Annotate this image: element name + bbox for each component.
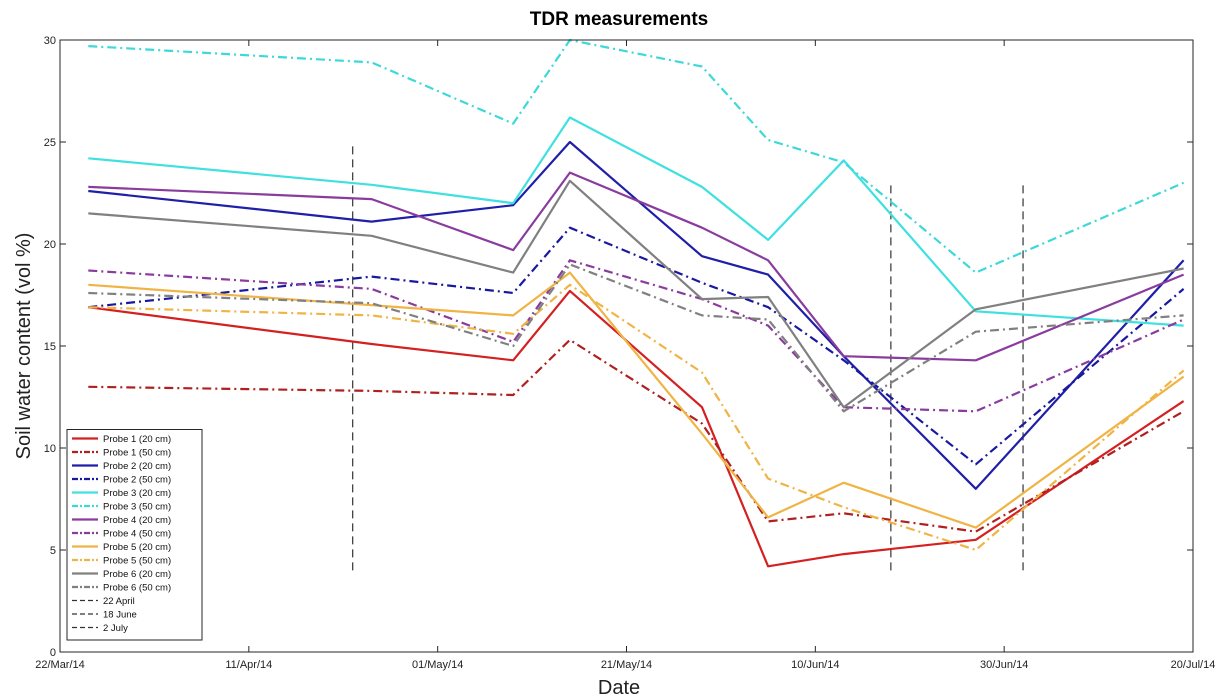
x-axis-label: Date <box>598 677 640 699</box>
series-line <box>88 171 1185 362</box>
legend-label: 18 June <box>103 610 137 621</box>
y-tick-label: 25 <box>44 137 56 149</box>
x-tick-label: 21/May/14 <box>601 659 652 671</box>
legend-label: Probe 3 (50 cm) <box>103 502 171 513</box>
series-line <box>88 116 1184 327</box>
x-tick-label: 30/Jun/14 <box>980 659 1028 671</box>
y-tick-label: 30 <box>44 35 56 47</box>
legend: Probe 1 (20 cm) Probe 1 (50 cm) Probe 2 (2… <box>66 429 203 641</box>
x-tick-label: 10/Jun/14 <box>791 659 839 671</box>
y-axis: 0 5 10 15 20 25 30 <box>44 35 1193 659</box>
y-tick-label: 5 <box>50 545 56 557</box>
y-tick-label: 0 <box>50 647 56 659</box>
series-line <box>88 263 1184 413</box>
x-tick-label: 20/Jul/14 <box>1171 659 1216 671</box>
x-tick-label: 22/Mar/14 <box>35 659 85 671</box>
legend-label: Probe 3 (20 cm) <box>103 488 171 499</box>
event-markers <box>352 142 1024 571</box>
legend-label: Probe 1 (50 cm) <box>103 448 171 459</box>
legend-label: Probe 6 (50 cm) <box>103 583 171 594</box>
plot-background <box>60 40 1193 652</box>
legend-label: 2 July <box>103 623 128 634</box>
legend-label: Probe 2 (50 cm) <box>103 475 171 486</box>
series-line <box>88 338 1185 533</box>
legend-label: Probe 1 (20 cm) <box>103 434 171 445</box>
series-line <box>88 226 1185 466</box>
chart-title: TDR measurements <box>530 9 708 30</box>
y-axis-label: Soil water content (vol %) <box>13 233 35 460</box>
x-tick-label: 01/May/14 <box>412 659 463 671</box>
x-tick-label: 11/Apr/14 <box>225 659 272 671</box>
series-line <box>88 289 1185 568</box>
x-axis: 22/Mar/14 11/Apr/14 01/May/14 21/May/14 10/J… <box>35 40 1215 671</box>
y-tick-label: 15 <box>44 341 56 353</box>
legend-label: Probe 4 (20 cm) <box>103 515 171 526</box>
series-line <box>88 179 1184 409</box>
y-tick-label: 20 <box>44 239 56 251</box>
series-line <box>88 38 1185 274</box>
legend-label: Probe 6 (20 cm) <box>103 569 171 580</box>
series-line <box>88 271 1185 529</box>
legend-label: Probe 5 (20 cm) <box>103 542 171 553</box>
y-tick-label: 10 <box>44 443 56 455</box>
series-line <box>88 283 1185 552</box>
series-lines <box>88 38 1185 568</box>
legend-label: 22 April <box>103 596 135 607</box>
legend-label: Probe 4 (50 cm) <box>103 529 171 540</box>
legend-label: Probe 2 (20 cm) <box>103 461 171 472</box>
legend-label: Probe 5 (50 cm) <box>103 556 171 567</box>
